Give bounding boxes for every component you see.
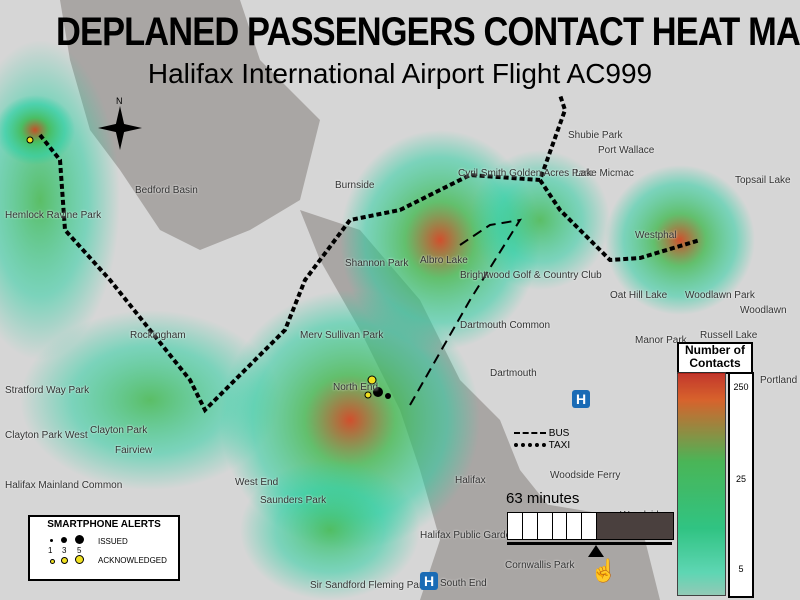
size-label: 3 (62, 546, 67, 555)
place-label: South End (440, 578, 487, 589)
routes (38, 94, 701, 414)
place-label: Dartmouth (490, 368, 537, 379)
taxi-legend-label: TAXI (548, 440, 571, 451)
hand-cursor-icon: ☝ (590, 558, 618, 583)
place-label: North End (333, 382, 379, 393)
place-label: Clayton Park West (5, 430, 88, 441)
place-label: Bedford Basin (135, 185, 198, 196)
smartphone-alerts-legend: SMARTPHONE ALERTS 1 3 5 ISSUED ACKNOWLED… (28, 515, 180, 581)
place-label: Clayton Park (90, 425, 148, 436)
alerts-legend-title: SMARTPHONE ALERTS (47, 519, 161, 530)
place-label: Woodlawn (740, 305, 787, 316)
place-label: Dartmouth Common (460, 320, 551, 331)
map-title: DEPLANED PASSENGERS CONTACT HEAT MAP (56, 10, 800, 54)
place-label: Brightwood Golf & Country Club (460, 270, 602, 281)
tick-label: 250 (733, 382, 749, 392)
place-label: Saunders Park (260, 495, 327, 506)
place-label: Lake Micmac (575, 168, 634, 179)
place-label: Shannon Park (345, 258, 409, 269)
place-label: Topsail Lake (735, 175, 791, 186)
slider-segment (537, 513, 553, 539)
time-slider-label: 63 minutes (506, 490, 580, 507)
place-label: Burnside (335, 180, 375, 191)
place-label: Manor Park (635, 335, 687, 346)
place-label: Russell Lake (700, 330, 758, 341)
place-label: Oat Hill Lake (610, 290, 668, 301)
slider-segment (552, 513, 568, 539)
place-label: Hemlock Ravine Park (5, 210, 102, 221)
contacts-legend-title: Number of Contacts (677, 342, 753, 374)
slider-segment (582, 513, 598, 539)
place-label: Port Wallace (598, 145, 655, 156)
svg-text:N: N (116, 96, 123, 106)
place-label: Merv Sullivan Park (300, 330, 384, 341)
compass-icon: N (98, 96, 142, 150)
place-label: Halifax Public Gardens (420, 530, 522, 541)
slider-track[interactable] (507, 542, 672, 545)
alert-markers (26, 136, 391, 399)
bus-route (409, 218, 523, 406)
place-label: Shubie Park (568, 130, 623, 141)
place-label: Westphal (635, 230, 677, 241)
place-label: Albro Lake (420, 255, 468, 266)
slider-segment (567, 513, 583, 539)
place-label: Fairview (115, 445, 153, 456)
place-label: Stratford Way Park (5, 385, 90, 396)
taxi-route (38, 94, 701, 414)
hospital-icon: H (420, 572, 438, 590)
slider-segment (522, 513, 538, 539)
place-label: Halifax (455, 475, 486, 486)
place-label: West End (235, 477, 279, 488)
issued-label: ISSUED (98, 537, 128, 546)
acknowledged-label: ACKNOWLEDGED (98, 556, 167, 565)
size-label: 5 (77, 546, 82, 555)
tick-label: 25 (735, 474, 746, 484)
place-label: Cornwallis Park (505, 560, 575, 571)
tick-label: 5 (738, 564, 744, 574)
place-label: Woodside Ferry (550, 470, 621, 481)
contacts-scale-ticks: 250 25 5 (728, 372, 754, 598)
heat-overlay (0, 40, 755, 600)
hospital-icon: H (572, 390, 590, 408)
slider-thumb[interactable] (588, 545, 605, 557)
contacts-color-scale (677, 372, 726, 596)
slider-segment (508, 513, 523, 539)
place-label: Woodlawn Park (685, 290, 755, 301)
map-subtitle: Halifax International Airport Flight AC9… (147, 58, 653, 89)
place-label: Sir Sandford Fleming Park (310, 580, 428, 591)
place-label: Rockingham (130, 330, 186, 341)
place-label: Portland Estates (760, 375, 800, 386)
size-label: 1 (48, 546, 53, 555)
place-label: Cyril Smith Golden Acres Park (458, 168, 593, 179)
route-legend: BUS TAXI (514, 428, 570, 452)
time-slider[interactable] (507, 512, 674, 540)
bus-legend-label: BUS (548, 428, 570, 439)
place-label: Halifax Mainland Common (5, 480, 123, 491)
